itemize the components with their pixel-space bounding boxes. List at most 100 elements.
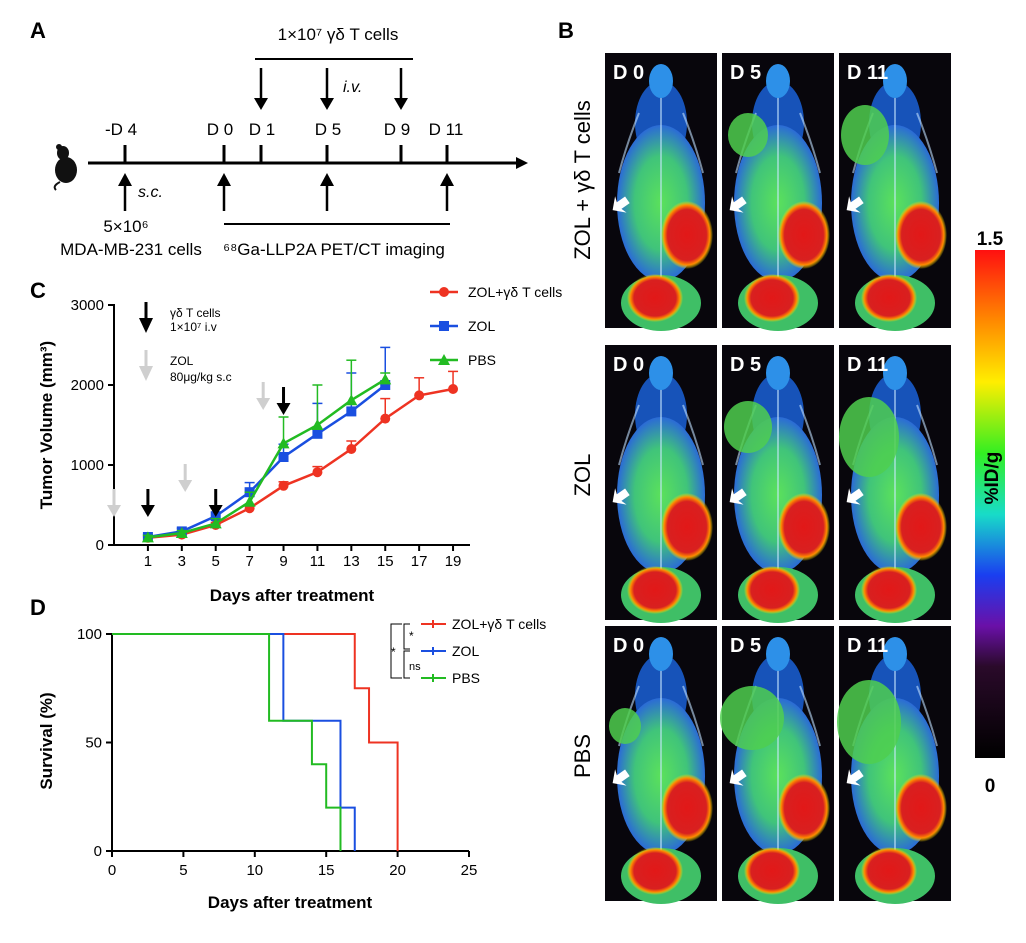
legend-label: PBS (452, 670, 480, 686)
imaging-label: ⁶⁸Ga-LLP2A PET/CT imaging (223, 240, 445, 259)
day-label: D 0 (207, 120, 233, 139)
series-line (147, 378, 386, 539)
treatment-arrow-head (276, 403, 291, 415)
d-ytick-label: 100 (77, 626, 102, 643)
c-xticks: 1 3 5 7 9 11 13 15 17 19 (144, 545, 462, 570)
c-xtick-label: 9 (279, 553, 287, 570)
d-legend: ZOL+γδ T cells ZOL PBS (421, 616, 546, 686)
d-xtick-label: 5 (179, 862, 187, 879)
panel-c: C Tumor Volume (mm³) Days after treatmen… (30, 278, 562, 605)
legend-marker (439, 287, 449, 297)
c-xtick-label: 1 (144, 553, 152, 570)
treatment-arrow-head (208, 505, 223, 517)
d-series (112, 633, 399, 851)
organ-uptake (895, 201, 947, 269)
panel-d: D Survival (%) Days after treatment 0501… (30, 595, 546, 912)
legend-label: ZOL+γδ T cells (452, 616, 546, 632)
organ-uptake (661, 493, 713, 561)
organ-uptake (778, 201, 830, 269)
day-label: D 9 (384, 120, 410, 139)
pet-day-label: D 5 (730, 62, 761, 84)
organ-uptake (778, 493, 830, 561)
data-point (414, 390, 425, 401)
tumor-region (839, 397, 899, 477)
data-point (380, 413, 391, 424)
pet-row-label-2: ZOL (570, 454, 595, 497)
timeline-arrowhead (516, 157, 528, 169)
c-xtick-label: 5 (212, 553, 220, 570)
pet-row-label-1: ZOL + γδ T cells (570, 100, 595, 260)
data-point (209, 517, 222, 529)
legend-marker (439, 321, 449, 331)
tumor-arrow-icon (846, 769, 864, 786)
tumor-region (728, 113, 768, 157)
bladder-uptake (861, 847, 917, 895)
series-triangle (141, 359, 392, 543)
c-ytick-label: 2000 (71, 377, 104, 394)
c-xtick-label: 17 (411, 553, 428, 570)
data-point (141, 531, 154, 543)
pet-day-label: D 0 (613, 62, 644, 84)
pet-image: D 11 (838, 344, 952, 624)
day-label: D 1 (249, 120, 275, 139)
c-xtick-label: 13 (343, 553, 360, 570)
gdt-dose-annotation: 1×10⁷ i.v (170, 320, 217, 334)
c-treatment-arrows (107, 382, 291, 517)
pet-image-grid: D 0 D 5 D 11 D 0 D 5 D 11 D 0 D 5 D 11 (604, 52, 952, 905)
data-point (312, 467, 323, 478)
bladder-uptake (627, 847, 683, 895)
organ-uptake (895, 493, 947, 561)
pet-day-label: D 11 (847, 62, 888, 84)
treatment-arrow-head (107, 505, 121, 517)
injection-arrows (254, 68, 408, 110)
treatment-arrow-head (178, 480, 193, 492)
series-circle (142, 370, 459, 543)
panel-a: A 1×10⁷ γδ T cells i.v. -D 4 D 0 D 1 D 5… (30, 18, 528, 259)
pet-image: D 11 (838, 52, 952, 332)
tumor-region (609, 708, 641, 744)
tumor-arrow-icon (729, 488, 747, 505)
pet-row-label-3: PBS (570, 734, 595, 778)
data-point (346, 444, 357, 454)
panel-label-c: C (30, 278, 46, 303)
c-ylabel: Tumor Volume (mm³) (37, 341, 56, 509)
c-ytick-label: 1000 (71, 457, 104, 474)
pet-image: D 5 (721, 52, 835, 332)
tumor-region (837, 680, 901, 764)
data-point (448, 384, 459, 394)
survival-curve (112, 633, 399, 851)
colorbar-max: 1.5 (977, 229, 1004, 250)
c-xtick-label: 15 (377, 553, 394, 570)
colorbar (975, 250, 1005, 758)
organ-uptake (661, 201, 713, 269)
day-labels: -D 4 D 0 D 1 D 5 D 9 D 11 (105, 120, 463, 139)
data-point (243, 495, 256, 507)
tumor-region (841, 105, 889, 165)
organ-uptake (895, 774, 947, 842)
organ-uptake (778, 774, 830, 842)
survival-curve (112, 633, 356, 851)
inoculum-count: 5×10⁶ (103, 217, 148, 236)
imaging-arrows (118, 173, 454, 211)
day-label: -D 4 (105, 120, 137, 139)
iv-label: i.v. (343, 79, 362, 96)
d-xtick-label: 0 (108, 862, 116, 879)
survival-curve (112, 633, 342, 851)
c-ytick-label: 0 (96, 537, 104, 554)
c-yticks: 0 1000 2000 3000 (71, 297, 114, 554)
c-series (141, 346, 459, 543)
legend-label: ZOL+γδ T cells (468, 284, 562, 300)
c-xtick-label: 19 (445, 553, 462, 570)
d-xtick-label: 15 (318, 862, 335, 879)
organ-uptake (661, 774, 713, 842)
legend-label: ZOL (452, 643, 479, 659)
c-xlabel: Days after treatment (210, 586, 375, 605)
zol-dose-annotation: 80μg/kg s.c (170, 370, 232, 384)
data-point (277, 437, 290, 449)
bladder-uptake (861, 274, 917, 322)
cells-dose-label: 1×10⁷ γδ T cells (278, 25, 399, 44)
treatment-arrow-head (256, 398, 271, 410)
day-label: D 11 (429, 120, 464, 139)
tumor-arrow-icon (729, 769, 747, 786)
